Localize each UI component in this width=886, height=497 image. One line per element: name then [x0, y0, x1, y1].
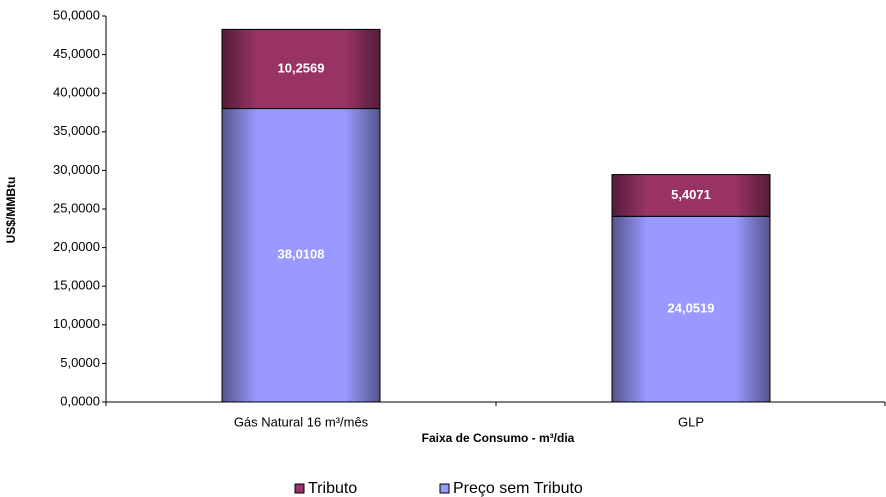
x-axis-title: Faixa de Consumo - m³/dia [422, 431, 575, 445]
y-tick-label: 10,0000 [53, 316, 100, 331]
legend-label: Tributo [308, 480, 357, 497]
y-tick-label: 50,0000 [53, 7, 100, 22]
legend-label: Preço sem Tributo [453, 480, 583, 497]
value-label: 38,0108 [278, 247, 325, 262]
value-label: 5,4071 [671, 187, 711, 202]
y-tick-label: 15,0000 [53, 278, 100, 293]
y-axis-title: US$/MMBtu [4, 177, 18, 244]
value-label: 24,0519 [668, 301, 715, 316]
y-tick-label: 40,0000 [53, 85, 100, 100]
y-tick-label: 30,0000 [53, 162, 100, 177]
y-tick-label: 25,0000 [53, 200, 100, 215]
y-tick-label: 5,0000 [60, 355, 100, 370]
y-tick-label: 45,0000 [53, 46, 100, 61]
legend-swatch [294, 483, 305, 494]
y-tick-label: 0,0000 [60, 393, 100, 408]
y-tick-label: 35,0000 [53, 123, 100, 138]
value-label: 10,2569 [278, 60, 325, 75]
x-tick-label: Gás Natural 16 m³/mês [234, 414, 369, 429]
x-tick-label: GLP [678, 414, 704, 429]
y-tick-label: 20,0000 [53, 239, 100, 254]
legend-swatch [439, 483, 450, 494]
